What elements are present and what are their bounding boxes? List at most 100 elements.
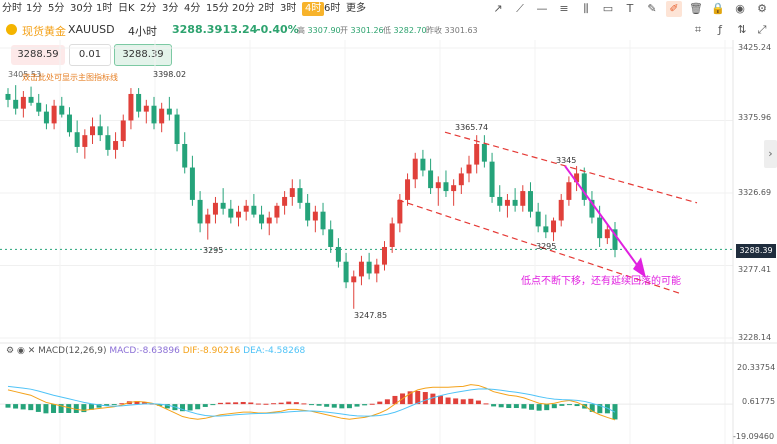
macd-histogram-bar — [66, 404, 72, 413]
timeframe-15[interactable]: 更多 — [346, 3, 366, 14]
lot-size-input[interactable]: 0.01 — [69, 44, 111, 66]
macd-histogram-bar — [202, 404, 208, 407]
timeframe-2[interactable]: 5分 — [48, 3, 65, 14]
ray-tool-icon[interactable]: ⟋ — [516, 2, 524, 15]
macd-histogram-bar — [362, 404, 368, 406]
macd-histogram-bar — [346, 404, 352, 409]
fullscreen-icon[interactable]: ⤢ — [757, 23, 767, 36]
timeframe-3[interactable]: 30分 — [70, 3, 93, 14]
candle-body — [551, 220, 557, 233]
candle-body — [520, 191, 526, 206]
indicator-icon[interactable]: ƒ — [718, 23, 722, 36]
candle-body — [604, 229, 610, 239]
low-label-a: 3295 — [203, 246, 224, 255]
candle-body — [36, 102, 42, 112]
timeframe-0[interactable]: 分时 — [2, 3, 22, 14]
macd-histogram-bar — [324, 404, 330, 407]
candle-body — [589, 199, 595, 218]
macd-histogram-bar — [271, 403, 277, 405]
candle-body — [581, 173, 587, 200]
text-tool-icon[interactable]: T — [626, 2, 634, 15]
timeframe-13[interactable]: 4时 — [302, 2, 325, 16]
drawing-tools: ↗ ⟋ — ≡ ⫼ ▭ T ✎ ✐ 🗑 🔒 ◉ ⚙ — [490, 0, 777, 18]
candle-body — [105, 135, 111, 150]
sell-price-box[interactable]: 3288.59 — [11, 45, 65, 65]
candle-body — [97, 126, 103, 136]
macd-close-icon[interactable]: ✕ — [27, 346, 36, 356]
prevclose-stat: 昨收 3301.63 — [426, 26, 478, 35]
macd-settings-icon[interactable]: ⚙ — [6, 346, 15, 356]
macd-histogram-bar — [96, 404, 102, 408]
candle-body — [143, 105, 149, 112]
timeframe-6[interactable]: 2分 — [140, 3, 157, 14]
collapse-panel-chevron-icon[interactable]: › — [764, 140, 777, 168]
macd-histogram-bar — [104, 404, 110, 406]
low-stat: 低 3282.70 — [383, 26, 427, 35]
timeframe-7[interactable]: 3分 — [162, 3, 179, 14]
candle-body — [451, 185, 457, 192]
candle-body — [212, 202, 218, 215]
lock-icon[interactable]: 🔒 — [711, 2, 725, 15]
macd-histogram-bar — [566, 404, 572, 406]
candle-body — [335, 246, 341, 262]
channel-tool-icon[interactable]: ≡ — [559, 2, 569, 15]
macd-histogram-bar — [43, 404, 49, 414]
buy-price-box[interactable]: 3288.39 — [114, 44, 172, 66]
compare-icon[interactable]: ⇅ — [737, 23, 747, 36]
macd-histogram-bar — [81, 404, 87, 413]
candle-body — [74, 132, 80, 147]
timeframe-8[interactable]: 4分 — [184, 3, 201, 14]
rect-tool-icon[interactable]: ▭ — [602, 2, 614, 15]
candle-body — [13, 99, 19, 109]
macd-visibility-icon[interactable]: ◉ — [16, 346, 25, 356]
macd-histogram-bar — [255, 403, 261, 405]
symbol-code[interactable]: XAUUSD — [68, 23, 115, 36]
trendline-tool-icon[interactable]: ↗ — [493, 2, 503, 15]
macd-histogram-bar — [468, 398, 474, 405]
candle-body — [504, 199, 510, 206]
chart-type-icon[interactable]: ⌗ — [694, 23, 702, 36]
macd-histogram-bar — [331, 404, 337, 408]
candle-body — [120, 120, 126, 142]
macd-histogram-bar — [119, 403, 125, 405]
candle-body — [59, 105, 65, 115]
settings-icon[interactable]: ⚙ — [757, 2, 767, 15]
candle-body — [458, 173, 464, 186]
macd-histogram-bar — [157, 404, 163, 406]
macd-histogram-bar — [180, 404, 186, 412]
timeframe-9[interactable]: 15分 — [206, 3, 229, 14]
candle-body — [405, 179, 411, 200]
forecast-annotation: 低点不断下移，还有延续回落的可能 — [521, 276, 681, 287]
candle-body — [527, 191, 533, 212]
timeframe-10[interactable]: 20分 — [232, 3, 255, 14]
candle-body — [282, 196, 288, 206]
macd-histogram-bar — [225, 402, 231, 405]
timeframe-12[interactable]: 3时 — [280, 3, 297, 14]
macd-histogram-bar — [134, 401, 140, 405]
candle-body — [82, 135, 88, 147]
macd-histogram-bar — [309, 404, 314, 406]
fib-tool-icon[interactable]: ⫼ — [583, 2, 589, 15]
timeframe-11[interactable]: 2时 — [258, 3, 275, 14]
macd-histogram-bar — [430, 393, 436, 405]
candle-body — [558, 199, 564, 221]
hline-tool-icon[interactable]: — — [536, 2, 548, 15]
candle-body — [312, 211, 318, 221]
dif-value-label: DIF:-8.90216 — [182, 346, 241, 356]
delete-icon[interactable]: 🗑 — [689, 2, 703, 15]
timeframe-14[interactable]: 6时 — [324, 3, 341, 14]
brush-tool-icon[interactable]: ✎ — [647, 2, 657, 15]
macd-histogram-bar — [453, 398, 459, 405]
highlight-tool-icon[interactable]: ✐ — [666, 1, 682, 17]
macd-histogram-bar — [5, 404, 11, 408]
timeframe-4[interactable]: 1时 — [96, 3, 113, 14]
timeframe-5[interactable]: 日K — [118, 3, 135, 14]
timeframe-1[interactable]: 1分 — [26, 3, 43, 14]
macd-histogram-bar — [164, 404, 170, 409]
macd-histogram-bar — [339, 404, 345, 409]
eye-icon[interactable]: ◉ — [735, 2, 745, 15]
macd-histogram-bar — [88, 404, 94, 410]
low-label-b: 3247.85 — [354, 311, 388, 320]
left-partial-label: 3405.53 — [8, 70, 42, 79]
